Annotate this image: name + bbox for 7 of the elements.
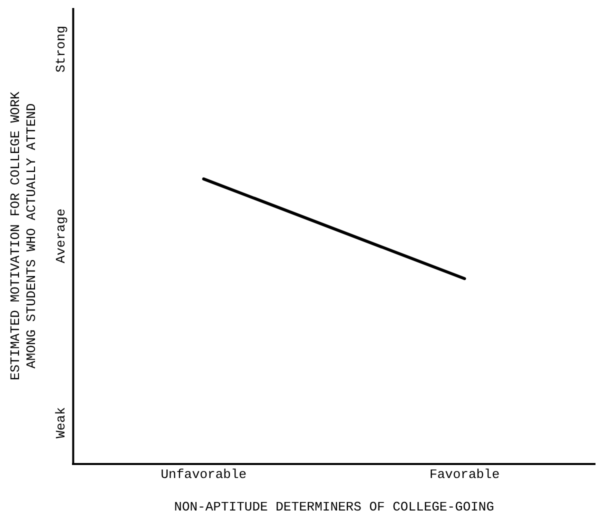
x-tick-label: Favorable <box>429 467 500 482</box>
text: Weak <box>54 406 69 438</box>
x-axis-title: NON-APTITUDE DETERMINERS OF COLLEGE-GOING <box>174 500 494 515</box>
x-tick-label: Unfavorable <box>160 467 247 482</box>
text: Strong <box>54 26 69 73</box>
text: Average <box>54 208 69 264</box>
y-axis-title: ESTIMATED MOTIVATION FOR COLLEGE WORK AMONG STUDENTS WHO ACTUALLY ATTEND <box>8 91 39 380</box>
